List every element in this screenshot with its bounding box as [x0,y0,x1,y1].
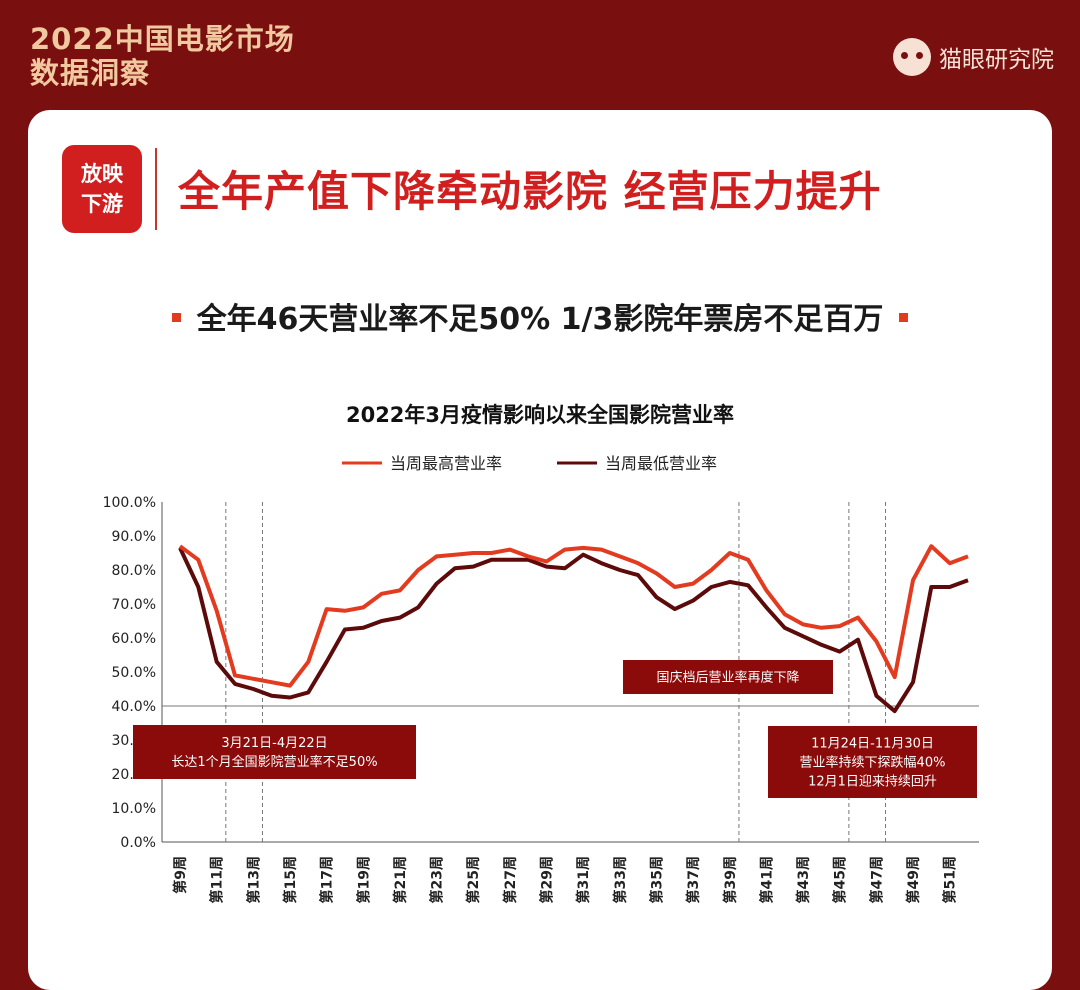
annotation-text: 国庆档后营业率再度下降 [656,670,799,686]
bullet-square-icon [899,313,909,322]
brand-name: 猫眼研究院 [939,47,1054,73]
annotation-text: 营业率持续下探跌幅40% [800,755,946,771]
x-tick-label: 第21周 [392,856,409,903]
y-tick-label: 60.0% [112,631,156,647]
y-tick-label: 50.0% [112,665,156,681]
x-tick-label: 第43周 [795,856,812,903]
x-tick-label: 第27周 [502,856,519,903]
y-tick-label: 0.0% [120,835,156,851]
x-tick-label: 第19周 [355,856,372,903]
legend-label: 当周最低营业率 [605,454,717,473]
section-tag-line1: 放映 [81,162,123,186]
y-tick-label: 90.0% [112,529,156,545]
series-line [178,547,969,714]
x-tick-label: 第13周 [245,856,262,903]
subheadline: 全年46天营业率不足50% 1/3影院年票房不足百万 [28,294,1052,338]
x-tick-label: 第9周 [172,856,189,894]
x-tick-label: 第41周 [758,856,775,903]
annotation-box [623,660,833,694]
x-tick-label: 第15周 [282,856,299,903]
x-tick-label: 第47周 [868,856,885,903]
x-tick-label: 第45周 [832,856,849,903]
annotation-text: 11月24日-11月30日 [811,737,934,752]
y-tick-label: 100.0% [103,495,156,511]
content-card: 放映 下游 全年产值下降牵动影院 经营压力提升 全年46天营业率不足50% 1/… [28,110,1052,990]
brand: 猫眼研究院 [893,38,1054,76]
y-tick-label: 40.0% [112,699,156,715]
section-tag: 放映 下游 [62,145,142,233]
x-tick-label: 第39周 [722,856,739,903]
x-tick-label: 第11周 [209,856,226,903]
x-tick-label: 第31周 [575,856,592,903]
x-tick-label: 第35周 [648,856,665,903]
y-tick-label: 80.0% [112,563,156,579]
x-tick-label: 第49周 [905,856,922,903]
x-tick-label: 第33周 [612,856,629,903]
report-title-line2: 数据洞察 [30,56,151,90]
chart-title: 2022年3月疫情影响以来全国影院营业率 [346,403,734,427]
x-tick-label: 第37周 [685,856,702,903]
x-tick-label: 第29周 [539,856,556,903]
section-tag-line2: 下游 [81,192,123,216]
subheadline-text: 全年46天营业率不足50% 1/3影院年票房不足百万 [196,302,884,337]
report-title-line1: 2022中国电影市场 [30,22,295,56]
x-tick-label: 第25周 [465,856,482,903]
annotation-box [133,725,416,779]
x-tick-label: 第51周 [942,856,959,903]
cat-face-icon [893,38,931,76]
headline: 全年产值下降牵动影院 经营压力提升 [178,167,882,216]
annotation-text: 12月1日迎来持续回升 [808,775,937,790]
annotation-text: 3月21日-4月22日 [221,736,327,751]
annotation-box [768,726,977,798]
annotation-text: 长达1个月全国影院营业率不足50% [171,754,377,770]
y-tick-label: 10.0% [112,801,156,817]
title-divider [155,148,157,230]
x-tick-label: 第17周 [319,856,336,903]
x-tick-label: 第23周 [429,856,446,903]
series-line [178,544,969,688]
legend-label: 当周最高营业率 [390,454,502,473]
bullet-square-icon [171,313,181,322]
report-title: 2022中国电影市场 数据洞察 [30,22,295,90]
y-tick-label: 70.0% [112,597,156,613]
